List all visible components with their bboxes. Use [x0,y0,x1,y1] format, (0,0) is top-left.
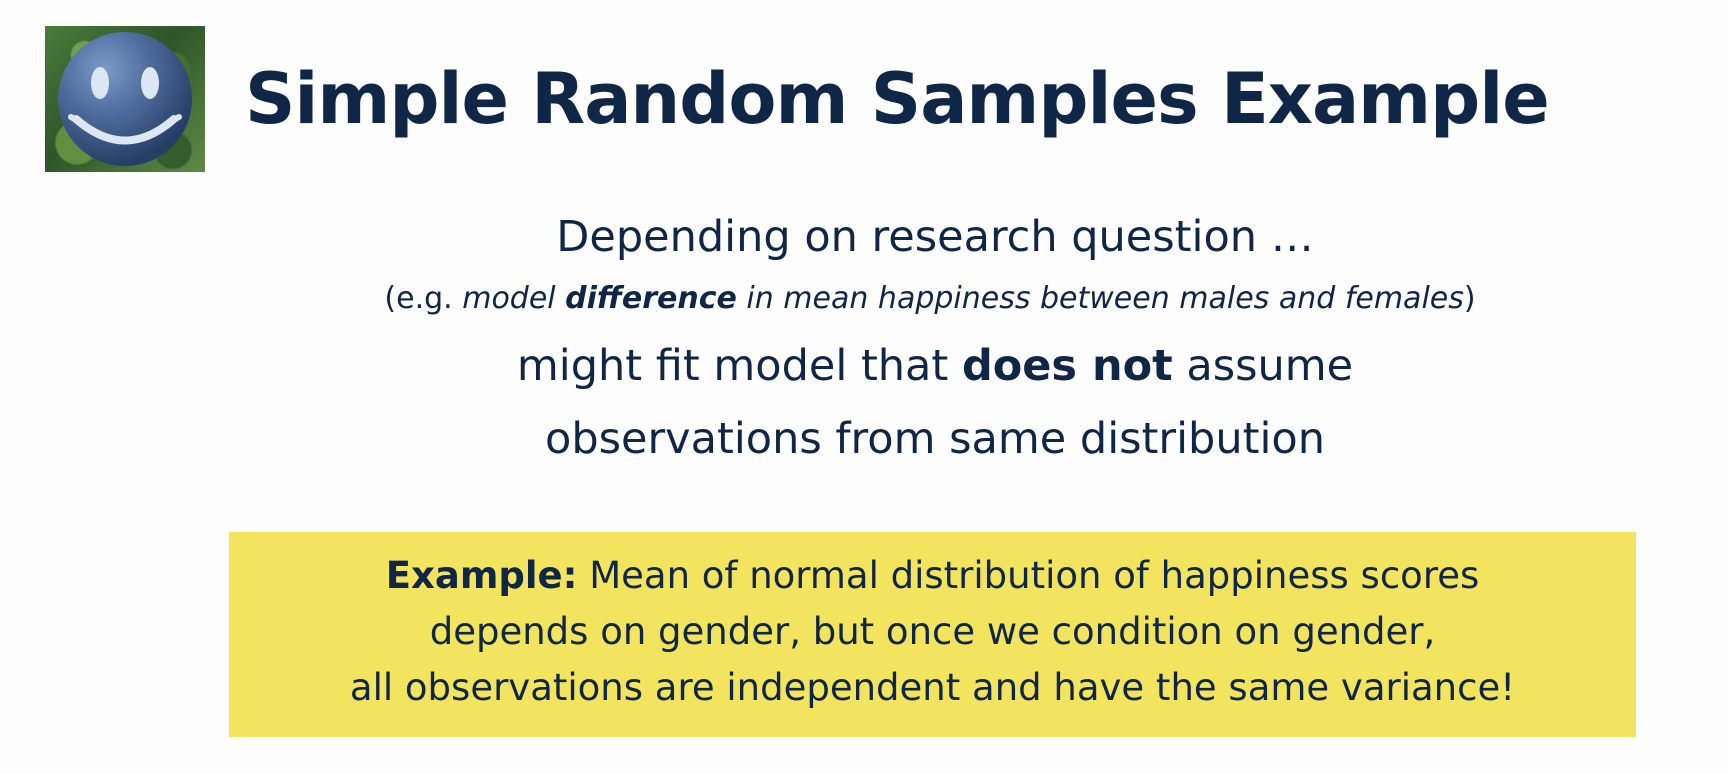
smiley-face-icon [58,32,192,166]
example-line-2: depends on gender, but once we condition… [429,610,1436,653]
does-not-emphasis: does not [961,341,1173,391]
example-parenthetical-line: (e.g. model difference in mean happiness… [240,278,1620,320]
parenthetical-difference: difference [565,281,737,316]
parenthetical-rest: in mean happiness between males and fema… [736,281,1464,316]
example-line-1-text: Mean of normal distribution of happiness… [577,554,1480,597]
example-line-3: all observations are independent and hav… [349,666,1516,709]
research-question-line: Depending on research question … [556,212,1314,262]
smiley-logo-image [45,26,205,172]
example-text: Example: Mean of normal distribution of … [229,548,1636,716]
distribution-line: observations from same distribution [545,414,1325,464]
slide-title: Simple Random Samples Example [245,58,1550,140]
parenthetical-model: model [462,281,566,316]
model-assumption-prefix: might fit model that [516,341,962,391]
model-assumption-line: might fit model that does not assume [220,337,1650,395]
parenthetical-suffix: ) [1463,281,1476,316]
example-label: Example: [385,554,578,597]
parenthetical-prefix: (e.g. [384,281,463,316]
highlighted-example-box: Example: Mean of normal distribution of … [229,532,1636,737]
example-line-1: Example: Mean of normal distribution of … [229,548,1636,604]
model-assumption-suffix: assume [1172,341,1354,391]
